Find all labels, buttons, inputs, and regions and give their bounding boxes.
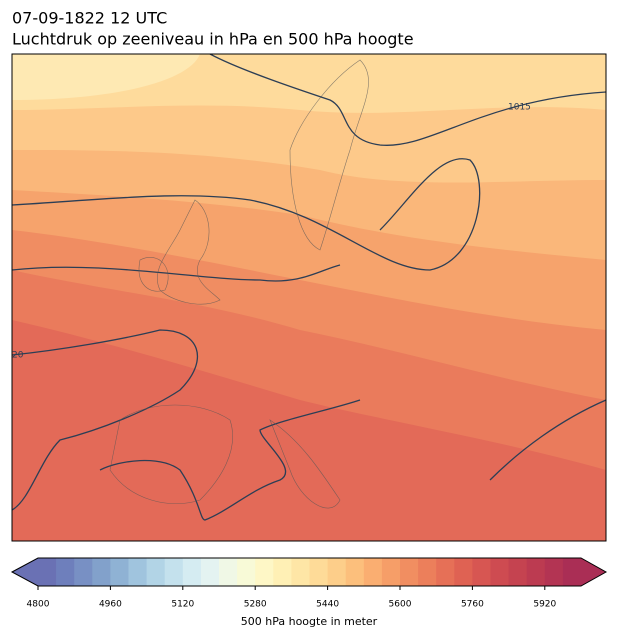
colorbar-swatch [146, 558, 166, 586]
colorbar-swatch [400, 558, 419, 586]
colorbar-label: 500 hPa hoogte in meter [241, 615, 378, 628]
colorbar-swatch [92, 558, 111, 586]
isobars [12, 54, 606, 521]
isobar-label: 20 [12, 351, 24, 361]
colorbar-swatch [436, 558, 455, 586]
colorbar-swatch [472, 558, 491, 586]
colorbar-swatch [56, 558, 75, 586]
colorbar-extend-high [581, 558, 606, 586]
colorbar-extend-low [12, 558, 38, 586]
colorbar-tick-label: 5440 [316, 600, 339, 610]
colorbar-tick-label: 4800 [27, 600, 50, 610]
colorbar-swatch [38, 558, 57, 586]
colorbar-swatch [544, 558, 564, 586]
colorbar-tick-label: 4960 [99, 600, 122, 610]
colorbar-swatch [363, 558, 383, 586]
colorbar-tick-label: 5280 [244, 600, 267, 610]
colorbar-swatch [454, 558, 473, 586]
colorbar-swatch [381, 558, 401, 586]
colorbar-swatch [200, 558, 220, 586]
colorbar-swatch [418, 558, 437, 586]
map-frame [11, 53, 607, 542]
colorbar-swatch [74, 558, 93, 586]
colorbar-swatch [345, 558, 365, 586]
colorbar-tick-label: 5120 [171, 600, 194, 610]
colorbar-swatch [164, 558, 184, 586]
colorbar-swatch [490, 558, 510, 586]
colorbar-tick-label: 5920 [533, 600, 556, 610]
colorbar-swatch [508, 558, 528, 586]
map: 1015 20 [12, 54, 606, 541]
colorbar-swatch [562, 558, 582, 586]
colorbar-swatch [219, 558, 238, 586]
coastlines [109, 59, 369, 509]
colorbar-swatch [327, 558, 347, 586]
isobar-label: 1015 [508, 103, 531, 113]
colorbar-swatch [182, 558, 202, 586]
colorbar-swatch [237, 558, 256, 586]
colorbar: 4800 4960 5120 5280 5440 5600 5760 5920 [10, 557, 608, 610]
colorbar-tick-label: 5600 [389, 600, 412, 610]
colorbar-swatch [526, 558, 546, 586]
subtitle: Luchtdruk op zeeniveau in hPa en 500 hPa… [12, 30, 414, 49]
title: 07-09-1822 12 UTC [12, 9, 167, 28]
colorbar-swatch [110, 558, 129, 586]
colorbar-tick-label: 5760 [461, 600, 484, 610]
colorbar-swatch [255, 558, 274, 586]
colorbar-swatch [291, 558, 310, 586]
colorbar-swatch [128, 558, 148, 586]
colorbar-swatch [273, 558, 292, 586]
colorbar-swatch [309, 558, 329, 586]
